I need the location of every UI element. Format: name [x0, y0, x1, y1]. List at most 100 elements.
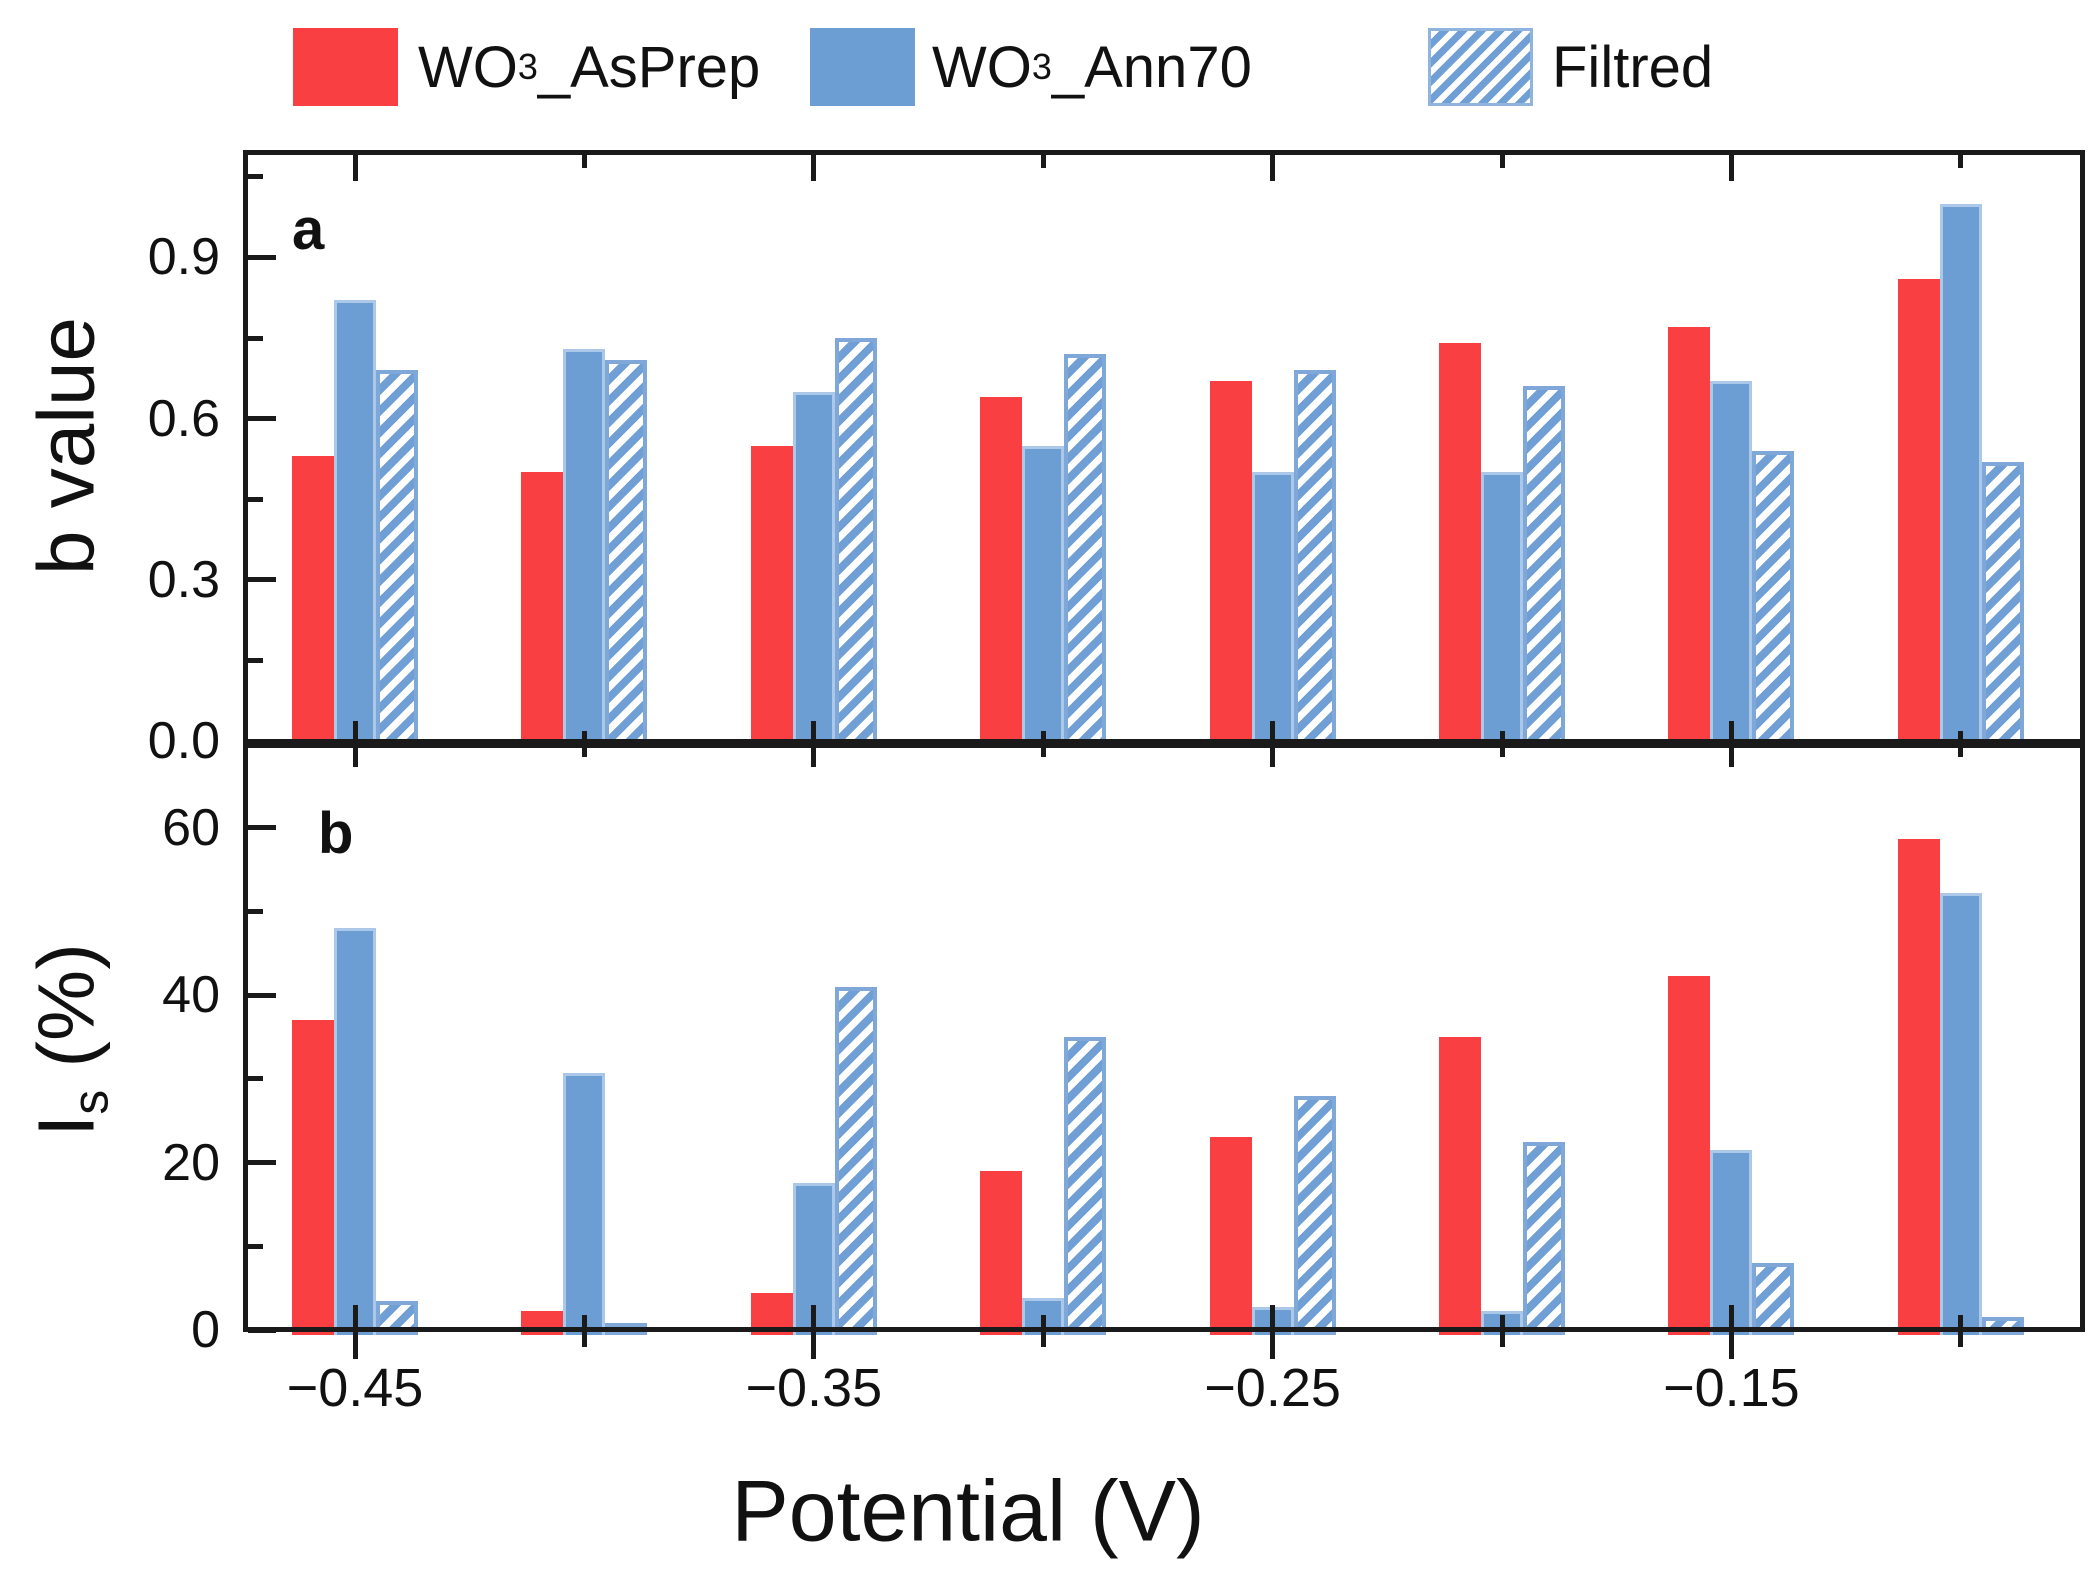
x-major-tick-bottom	[1270, 1305, 1276, 1359]
x-major-tick-top	[811, 155, 817, 181]
x-minor-tick-divider	[581, 730, 587, 757]
bar-asprep--0.1V	[1897, 278, 1940, 746]
y-tick-label: 40	[162, 966, 220, 1025]
x-minor-tick-divider	[1499, 730, 1505, 757]
y-major-tick	[248, 738, 276, 744]
plot-frame-top	[243, 150, 2085, 155]
x-minor-tick-divider	[1040, 730, 1046, 757]
y-tick-label: 20	[162, 1133, 220, 1192]
y-major-tick	[248, 416, 276, 422]
legend-swatch-filtred-icon	[1428, 28, 1533, 106]
bar-filtred--0.3V	[1064, 1036, 1107, 1335]
panel-divider	[243, 739, 2085, 748]
legend-label-text: Filtred	[1552, 34, 1714, 100]
bar-asprep--0.4V	[521, 472, 564, 746]
y-tick-label: 0.6	[147, 389, 220, 448]
panel-letter-b: b	[318, 801, 354, 866]
y-minor-tick	[248, 908, 263, 914]
bar-asprep--0.3V	[980, 397, 1023, 746]
y-tick-label: 0	[191, 1301, 220, 1359]
x-minor-tick-divider	[1958, 730, 1964, 757]
y-axis-title-sub: s	[62, 1089, 119, 1115]
bar-asprep--0.3V	[980, 1170, 1023, 1335]
y-axis-title-text: I	[21, 1114, 111, 1137]
y-minor-tick	[248, 657, 263, 663]
x-tick-label: −0.15	[1663, 1358, 1800, 1418]
bar-filtred--0.2V	[1523, 386, 1565, 746]
x-major-tick-divider	[1728, 720, 1734, 767]
y-axis-title-text: (%)	[21, 943, 111, 1090]
bar-asprep--0.1V	[1897, 839, 1940, 1335]
y-minor-tick	[248, 1243, 263, 1249]
y-major-tick	[248, 992, 276, 998]
y-major-tick	[248, 1160, 276, 1166]
bar-filtred--0.25V	[1293, 370, 1336, 746]
y-minor-tick	[248, 1076, 263, 1082]
bar-asprep--0.35V	[750, 445, 793, 746]
bar-asprep--0.25V	[1209, 381, 1252, 746]
x-minor-tick-bottom	[1499, 1315, 1505, 1347]
bar-asprep--0.15V	[1668, 327, 1711, 746]
bar-filtred--0.4V	[605, 359, 648, 746]
legend-label-text: WO	[932, 34, 1032, 100]
bar-filtred--0.35V	[834, 986, 877, 1335]
bar-ann70--0.45V	[334, 300, 376, 746]
legend-label-text: _AsPrep	[537, 34, 761, 100]
legend-swatch-asprep-icon	[293, 28, 398, 106]
legend-label-asprep: WO 3 _AsPrep	[418, 28, 760, 106]
bar-asprep--0.2V	[1439, 343, 1481, 746]
x-tick-label: −0.35	[745, 1358, 883, 1418]
x-axis-title: Potential (V)	[731, 1463, 1205, 1560]
bar-ann70--0.2V	[1481, 472, 1523, 746]
legend-label-text: WO	[418, 34, 518, 100]
bar-asprep--0.25V	[1209, 1137, 1252, 1335]
y-minor-tick	[248, 174, 263, 180]
x-minor-tick-top	[1958, 155, 1964, 168]
x-major-tick-divider	[1270, 720, 1276, 767]
bar-ann70--0.4V	[563, 1072, 606, 1335]
x-tick-label: −0.45	[286, 1358, 424, 1418]
bar-filtred--0.25V	[1293, 1095, 1336, 1335]
plot-frame-bottom	[243, 1327, 2085, 1332]
bar-filtred--0.15V	[1752, 450, 1795, 746]
panel-letter-a: a	[292, 197, 325, 262]
bar-filtred--0.1V	[1981, 461, 2024, 746]
x-minor-tick-bottom	[581, 1315, 587, 1347]
y-major-tick	[248, 254, 276, 260]
y-axis-title-text: b value	[21, 317, 111, 575]
x-major-tick-top	[1270, 155, 1276, 181]
legend-label-filtred: Filtred	[1552, 28, 1713, 106]
legend-label-sub: 3	[517, 46, 538, 87]
bar-ann70--0.35V	[792, 391, 835, 746]
bar-ann70--0.15V	[1710, 381, 1753, 746]
bar-asprep--0.45V	[292, 456, 334, 746]
bar-asprep--0.15V	[1668, 975, 1711, 1335]
x-minor-tick-bottom	[1040, 1315, 1046, 1347]
y-major-tick	[248, 1327, 276, 1333]
legend-label-ann70: WO 3 _Ann70	[932, 28, 1252, 106]
x-major-tick-bottom	[1728, 1305, 1734, 1359]
y-minor-tick	[248, 496, 263, 502]
x-tick-label: −0.25	[1204, 1358, 1341, 1418]
y-major-tick	[248, 825, 276, 831]
x-major-tick-divider	[811, 720, 817, 767]
x-major-tick-top	[352, 155, 358, 181]
bar-asprep--0.2V	[1439, 1036, 1481, 1335]
x-minor-tick-bottom	[1958, 1315, 1964, 1347]
y-major-tick	[248, 577, 276, 583]
y-minor-tick	[248, 335, 263, 341]
bar-filtred--0.3V	[1064, 354, 1107, 746]
bar-filtred--0.45V	[376, 370, 418, 746]
x-major-tick-top	[1728, 155, 1734, 181]
x-major-tick-bottom	[352, 1305, 358, 1359]
legend-label-sub: 3	[1031, 46, 1052, 87]
x-major-tick-divider	[352, 720, 358, 767]
legend-swatch-ann70-icon	[810, 28, 915, 106]
bar-filtred--0.15V	[1752, 1263, 1795, 1335]
y-axis-title-panel-b: Is (%)	[21, 943, 120, 1137]
y-tick-label: 0.0	[147, 712, 220, 770]
bar-ann70--0.1V	[1939, 892, 1982, 1335]
legend-label-text: _Ann70	[1051, 34, 1252, 100]
bar-ann70--0.15V	[1710, 1149, 1753, 1335]
